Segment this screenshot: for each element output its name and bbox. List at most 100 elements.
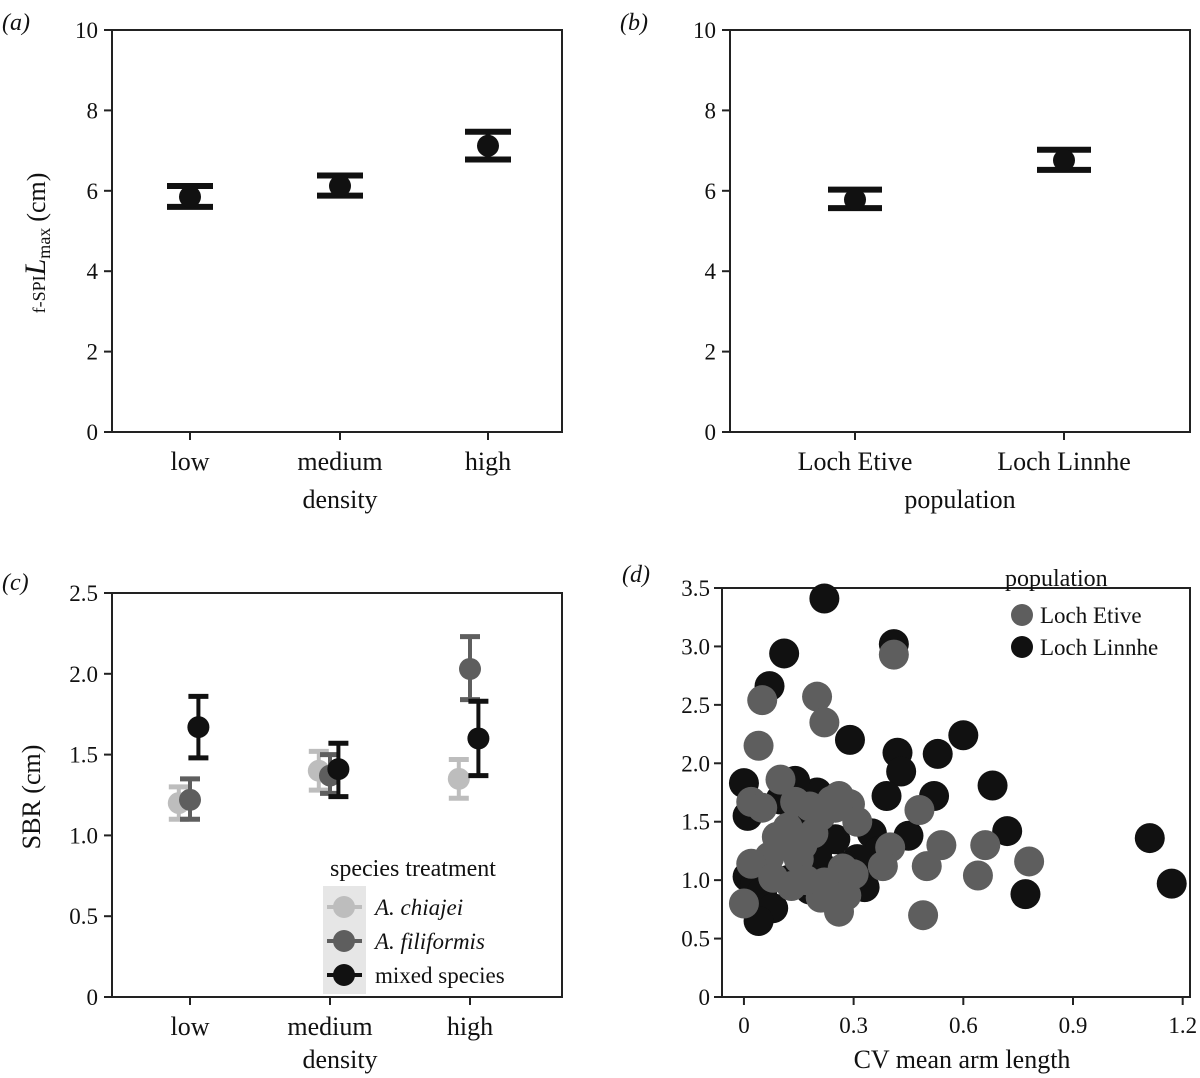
panel-d-letter: (d) <box>622 562 650 588</box>
panel-a-errorbar-point <box>465 128 511 163</box>
panel-a-xtick-label: medium <box>297 447 382 476</box>
panel-c-xtick-label: high <box>447 1012 493 1041</box>
panel-a-plot-frame <box>111 29 563 433</box>
panel-c-mixedspecies-errorbar-point <box>467 698 490 779</box>
panel-d-xtick-label: 0 <box>738 1013 750 1038</box>
panel-c-legend-items: A. chiajei A. filiformis mixed species <box>327 895 505 988</box>
panel-d-xtick-label: 1.2 <box>1168 1013 1197 1038</box>
panel-d-scatter-point <box>1134 823 1165 854</box>
panel-a-ytick-label: 10 <box>75 18 98 43</box>
panel-d-ytick-label: 3.0 <box>681 634 710 659</box>
panel-b: (b) 0 2 4 6 8 10 Loch Etive Loch Linnhe populat… <box>620 10 1191 514</box>
svg-text:f-SPILmax(cm): f-SPILmax (cm) <box>19 173 54 314</box>
panel-d-scatter-point <box>834 724 865 755</box>
panel-d-scatter-point <box>922 738 953 769</box>
panel-c-xtick-label: medium <box>287 1012 372 1041</box>
panel-d-scatter-point <box>743 730 774 761</box>
panel-d-scatter-point <box>878 639 909 670</box>
panel-d-scatter-point <box>798 818 829 849</box>
panel-a-errorbar-point <box>317 172 363 199</box>
panel-d-legend: population Loch Etive Loch Linnhe <box>1005 566 1158 660</box>
panel-b-axes: 0 2 4 6 8 10 Loch Etive Loch Linnhe <box>693 18 1191 476</box>
panel-b-errorbar-point <box>828 186 882 212</box>
panel-d-scatter-point <box>904 795 935 826</box>
panel-d-scatter-point <box>886 756 917 787</box>
panel-c-ytick-label: 2.0 <box>69 662 98 687</box>
panel-b-xtick-label: Loch Linnhe <box>997 447 1131 476</box>
panel-d-scatter-point <box>736 848 767 879</box>
panel-a-data-point <box>477 134 499 157</box>
panel-d-legend-label: Loch Etive <box>1040 603 1142 628</box>
panel-d: (d) 00.51.01.52.02.53.03.50 0.3 0.6 0.9 1.2 … <box>622 562 1197 1074</box>
panel-b-plot-frame <box>729 29 1191 433</box>
panel-c-legend-label: A. chiajei <box>373 895 463 920</box>
panel-a-ylabel-main: L <box>19 259 52 277</box>
panel-d-legend-label: Loch Linnhe <box>1040 635 1158 660</box>
panel-c-afiliformis-data-point <box>459 657 481 680</box>
panel-d-scatter-point <box>992 816 1023 847</box>
panel-b-data-point <box>1053 149 1075 172</box>
panel-c-ytick-label: 2.5 <box>69 581 98 606</box>
panel-d-scatter-point <box>962 860 993 891</box>
panel-d-scatter-point <box>1010 879 1041 910</box>
panel-d-scatter-point <box>970 830 1001 861</box>
panel-d-scatter-point <box>776 870 807 901</box>
panel-c-legend-title: species treatment <box>330 856 496 882</box>
panel-d-scatter-point <box>948 720 979 751</box>
panel-d-scatter-point <box>769 638 800 669</box>
panel-b-ytick-label: 6 <box>705 179 717 204</box>
panel-a-letter: (a) <box>2 10 30 36</box>
panel-c-ytick-label: 0 <box>87 985 99 1010</box>
panel-c-legend-item: A. filiformis <box>327 929 485 954</box>
panel-d-series-loch-etive <box>728 639 1045 931</box>
panel-d-ytick-label: 1.5 <box>681 810 710 835</box>
panel-c-legend: species treatment A. chiajei A. filiformi… <box>323 856 505 994</box>
panel-c-mixedspecies-data-point <box>187 716 210 739</box>
panel-a-ytick-label: 6 <box>87 179 99 204</box>
panel-a-xtick-label: high <box>465 447 511 476</box>
panel-c-mixedspecies-errorbar-point <box>187 693 210 761</box>
panel-c-ylabel: SBR (cm) <box>17 745 46 850</box>
panel-d-ytick-label: 0 <box>699 985 711 1010</box>
panel-c-legend-marker <box>333 930 355 952</box>
panel-d-ytick-label: 1.0 <box>681 868 710 893</box>
panel-d-scatter-point <box>908 900 939 931</box>
panel-d-scatter-point <box>871 781 902 812</box>
panel-c-letter: (c) <box>2 570 29 596</box>
panel-d-scatter-point <box>911 851 942 882</box>
panel-d-xtick-label: 0.3 <box>839 1013 868 1038</box>
panel-d-scatter-point <box>765 764 796 795</box>
panel-b-xlabel: population <box>904 485 1015 514</box>
panel-c-ytick-label: 1.0 <box>69 823 98 848</box>
panel-d-scatter-point <box>802 681 833 712</box>
panel-a-marks <box>167 128 511 210</box>
panel-a-errorbar-point <box>167 182 213 210</box>
panel-b-ytick-label: 4 <box>705 259 717 284</box>
panel-d-scatter-point <box>977 770 1008 801</box>
panel-c-afiliformis-errorbar-point <box>179 776 201 822</box>
panel-d-scatter-point <box>867 851 898 882</box>
panel-b-data-point <box>844 188 866 211</box>
panel-d-plot-frame <box>721 587 1191 998</box>
panel-d-scatter-point <box>926 830 957 861</box>
panel-c-achiajei-errorbar-point <box>447 756 470 801</box>
panel-c-afiliformis-errorbar-point <box>459 634 481 703</box>
panel-c-ytick-label: 0.5 <box>69 904 98 929</box>
panel-d-ytick-label: 0.5 <box>681 927 710 952</box>
panel-a-ytick-label: 2 <box>87 340 99 365</box>
panel-c-plot-frame <box>111 592 563 998</box>
panel-d-ytick-label: 3.5 <box>681 576 710 601</box>
panel-c-legend-item: mixed species <box>327 963 505 988</box>
panel-d-scatter-point <box>728 888 759 919</box>
panel-b-xtick-label: Loch Etive <box>798 447 913 476</box>
panel-d-scatter-point <box>831 880 862 911</box>
panel-a-ylabel-prefix: f-SPI <box>29 275 49 313</box>
panel-d-legend-marker <box>1011 604 1033 626</box>
panel-d-scatter-point <box>809 583 840 614</box>
panel-a-ytick-label: 8 <box>87 98 99 123</box>
panel-d-scatter-point <box>842 806 873 837</box>
panel-d-xlabel: CV mean arm length <box>854 1045 1071 1074</box>
panel-a-data-point <box>179 185 201 208</box>
panel-b-ytick-label: 2 <box>705 340 717 365</box>
